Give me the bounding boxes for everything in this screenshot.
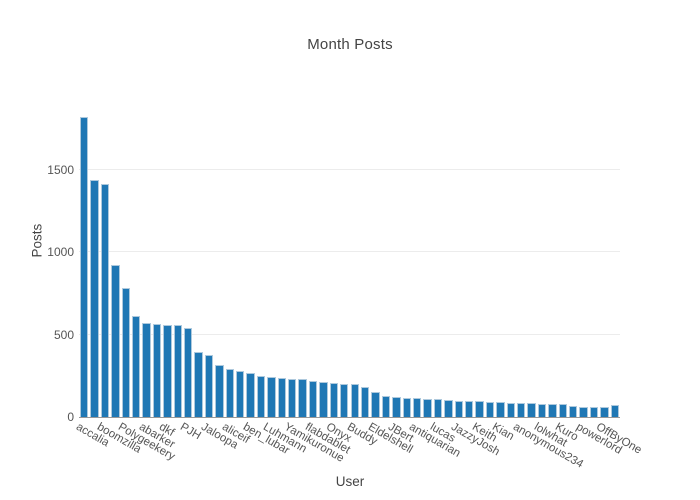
bar[interactable]: [340, 383, 349, 417]
bar[interactable]: [246, 373, 255, 417]
bar[interactable]: [402, 397, 411, 417]
bar[interactable]: [412, 398, 422, 417]
bar[interactable]: [371, 391, 380, 417]
bar[interactable]: [111, 265, 120, 417]
bar[interactable]: [329, 382, 339, 417]
bar[interactable]: [163, 324, 172, 417]
y-axis-title: Posts: [29, 223, 45, 258]
plot-area[interactable]: [79, 100, 620, 418]
bar[interactable]: [152, 323, 162, 417]
y-tick-label: 1500: [47, 163, 74, 178]
bar[interactable]: [173, 325, 183, 417]
chart-title: Month Posts: [307, 36, 393, 53]
gridline-y-1000: [79, 251, 620, 253]
bar[interactable]: [194, 352, 203, 417]
bar[interactable]: [485, 401, 495, 417]
bar[interactable]: [423, 398, 432, 417]
bar[interactable]: [267, 376, 276, 417]
bar[interactable]: [579, 406, 588, 417]
gridline-y-500: [79, 333, 620, 335]
bar[interactable]: [225, 368, 235, 417]
bar[interactable]: [527, 403, 536, 417]
bar[interactable]: [308, 381, 318, 417]
gridline-y-1500: [79, 169, 620, 171]
bar[interactable]: [204, 355, 214, 417]
bar[interactable]: [392, 397, 401, 417]
bar[interactable]: [548, 404, 557, 417]
bar[interactable]: [236, 371, 245, 417]
x-axis-title: User: [335, 474, 365, 489]
bar[interactable]: [610, 405, 619, 417]
bar[interactable]: [360, 386, 370, 417]
bar[interactable]: [288, 378, 297, 417]
bar[interactable]: [433, 399, 443, 417]
bar[interactable]: [475, 401, 484, 417]
bar[interactable]: [506, 402, 515, 417]
bar[interactable]: [100, 184, 110, 417]
bar[interactable]: [184, 327, 193, 417]
x-axis-line: [79, 417, 620, 418]
bar[interactable]: [215, 364, 224, 417]
bar[interactable]: [256, 375, 266, 417]
bar[interactable]: [444, 399, 453, 417]
y-tick-label: 1000: [47, 245, 74, 260]
bar[interactable]: [298, 379, 307, 417]
bar[interactable]: [568, 406, 578, 417]
y-tick-label: 500: [53, 327, 74, 342]
bar[interactable]: [516, 403, 526, 417]
bar[interactable]: [319, 382, 328, 417]
bar[interactable]: [80, 116, 89, 417]
bar[interactable]: [537, 403, 547, 417]
bar[interactable]: [121, 287, 130, 417]
bar[interactable]: [600, 406, 609, 417]
bar[interactable]: [454, 400, 463, 417]
bar[interactable]: [464, 400, 474, 417]
y-tick-label: 0: [67, 410, 74, 424]
bar[interactable]: [381, 395, 391, 417]
bar[interactable]: [589, 406, 599, 417]
bar[interactable]: [142, 322, 151, 417]
bar[interactable]: [496, 402, 505, 417]
bar[interactable]: [132, 316, 141, 417]
bar[interactable]: [558, 404, 567, 417]
bar[interactable]: [350, 384, 359, 417]
bar[interactable]: [277, 377, 287, 417]
bar[interactable]: [90, 179, 99, 417]
